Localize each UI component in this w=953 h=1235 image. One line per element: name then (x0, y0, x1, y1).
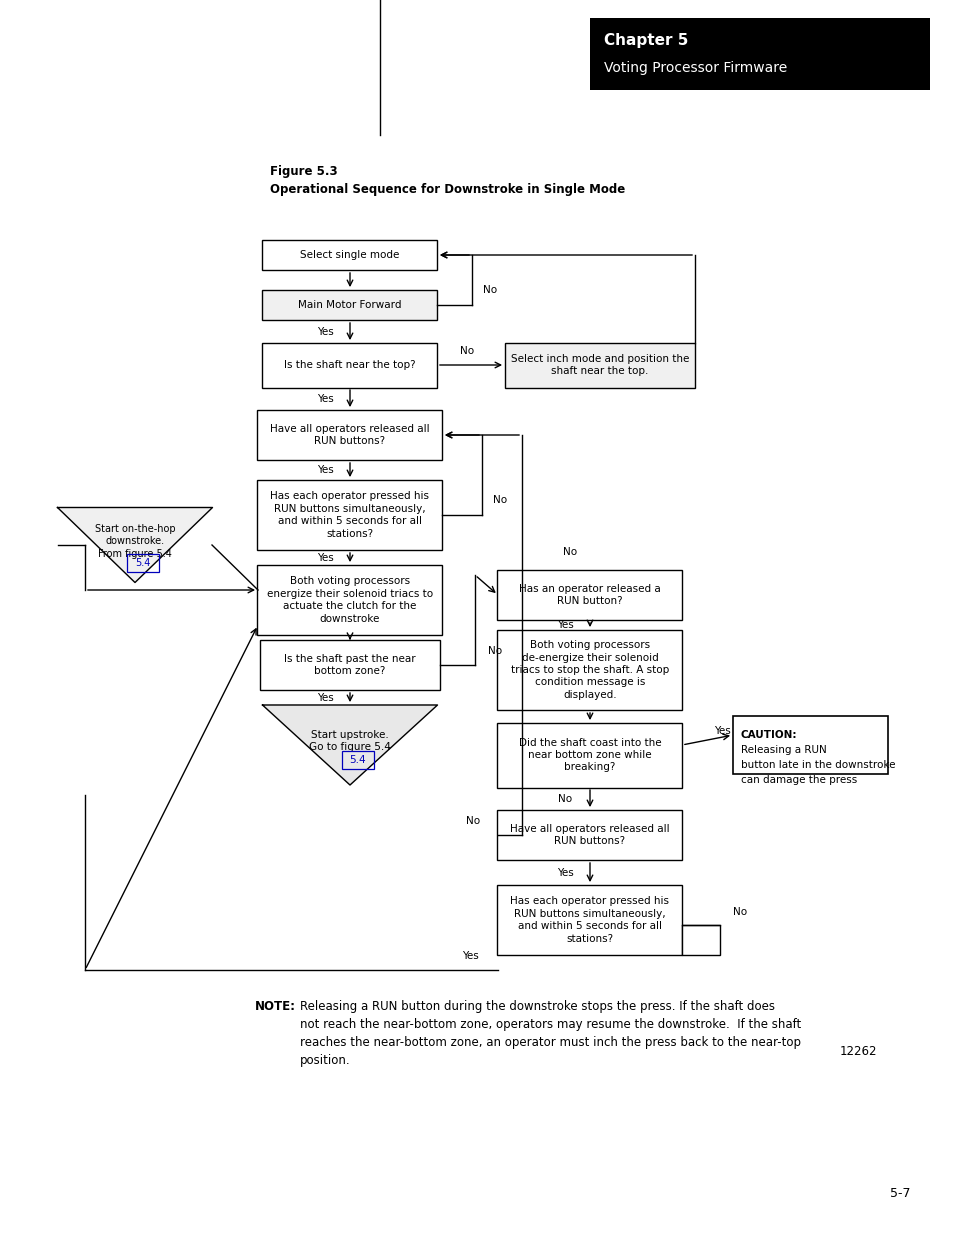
Text: No: No (493, 495, 507, 505)
Text: Voting Processor Firmware: Voting Processor Firmware (603, 61, 786, 75)
Text: NOTE:: NOTE: (254, 1000, 295, 1013)
Text: Yes: Yes (316, 394, 333, 404)
Text: Has an operator released a
RUN button?: Has an operator released a RUN button? (518, 584, 660, 606)
Bar (497, 630, 681, 710)
Text: 5.4: 5.4 (350, 755, 366, 764)
Text: No: No (459, 346, 474, 356)
Text: Yes: Yes (316, 466, 333, 475)
Text: Yes: Yes (316, 327, 333, 337)
Text: Select inch mode and position the
shaft near the top.: Select inch mode and position the shaft … (510, 353, 688, 377)
Text: Yes: Yes (316, 553, 333, 563)
Text: Releasing a RUN: Releasing a RUN (740, 745, 826, 755)
Text: can damage the press: can damage the press (740, 776, 857, 785)
Text: Chapter 5: Chapter 5 (603, 32, 688, 47)
Bar (262, 342, 437, 388)
Text: 12262: 12262 (840, 1045, 877, 1058)
Text: Is the shaft near the top?: Is the shaft near the top? (284, 359, 416, 370)
Text: No: No (562, 547, 577, 557)
Polygon shape (262, 705, 437, 785)
Text: No: No (487, 646, 501, 656)
Text: Yes: Yes (556, 868, 573, 878)
Text: Yes: Yes (461, 951, 477, 961)
Text: Have all operators released all
RUN buttons?: Have all operators released all RUN butt… (510, 824, 669, 846)
Text: Figure 5.3: Figure 5.3 (270, 164, 337, 178)
Bar (732, 716, 887, 774)
Bar (262, 290, 437, 320)
Bar (504, 342, 695, 388)
Text: Has each operator pressed his
RUN buttons simultaneously,
and within 5 seconds f: Has each operator pressed his RUN button… (510, 897, 669, 944)
Text: Yes: Yes (713, 726, 730, 736)
Bar (341, 751, 374, 769)
Text: Is the shaft past the near
bottom zone?: Is the shaft past the near bottom zone? (284, 653, 416, 677)
Text: Releasing a RUN button during the downstroke stops the press. If the shaft does
: Releasing a RUN button during the downst… (299, 1000, 801, 1067)
Text: Yes: Yes (556, 620, 573, 630)
Text: Has each operator pressed his
RUN buttons simultaneously,
and within 5 seconds f: Has each operator pressed his RUN button… (271, 492, 429, 538)
Bar (681, 925, 720, 955)
Text: Have all operators released all
RUN buttons?: Have all operators released all RUN butt… (270, 424, 430, 446)
Bar (127, 555, 159, 572)
Bar (260, 640, 439, 690)
Bar (589, 19, 929, 90)
Text: Both voting processors
de-energize their solenoid
triacs to stop the shaft. A st: Both voting processors de-energize their… (511, 640, 668, 700)
Bar (257, 480, 442, 550)
Bar (497, 571, 681, 620)
Bar (257, 410, 442, 459)
Text: Did the shaft coast into the
near bottom zone while
breaking?: Did the shaft coast into the near bottom… (518, 737, 660, 772)
Bar (497, 885, 681, 955)
Text: Main Motor Forward: Main Motor Forward (298, 300, 401, 310)
Text: No: No (558, 794, 572, 804)
Text: Both voting processors
energize their solenoid triacs to
actuate the clutch for : Both voting processors energize their so… (267, 577, 433, 624)
Text: Operational Sequence for Downstroke in Single Mode: Operational Sequence for Downstroke in S… (270, 184, 624, 196)
Bar (497, 722, 681, 788)
Text: button late in the downstroke: button late in the downstroke (740, 760, 895, 769)
Text: Start on-the-hop
downstroke.
From figure 5.4: Start on-the-hop downstroke. From figure… (94, 524, 175, 558)
Text: 5-7: 5-7 (889, 1187, 909, 1200)
Text: CAUTION:: CAUTION: (740, 730, 797, 740)
Bar (497, 810, 681, 860)
Bar (262, 240, 437, 270)
Text: No: No (732, 906, 746, 918)
Text: Select single mode: Select single mode (300, 249, 399, 261)
Text: Start upstroke.
Go to figure 5.4: Start upstroke. Go to figure 5.4 (309, 730, 391, 752)
Text: No: No (465, 816, 479, 826)
Text: 5.4: 5.4 (135, 558, 151, 568)
Text: Yes: Yes (316, 693, 333, 703)
Polygon shape (57, 508, 213, 583)
Text: No: No (482, 285, 497, 295)
Bar (257, 564, 442, 635)
